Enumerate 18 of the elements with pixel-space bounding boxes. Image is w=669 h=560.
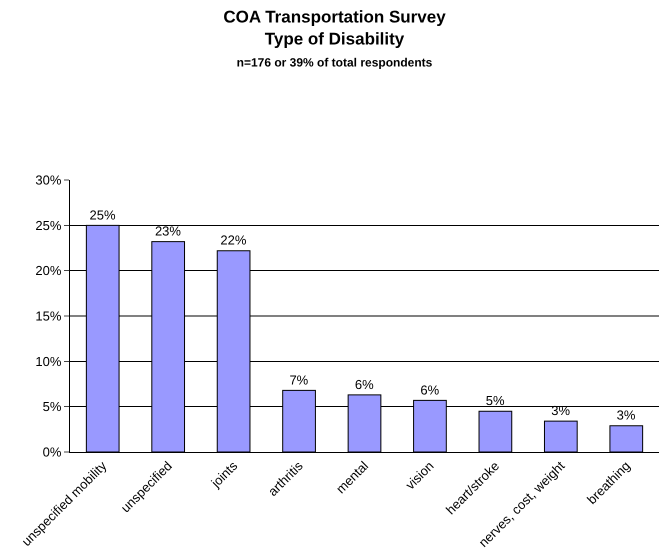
y-tick-label: 15% bbox=[35, 308, 62, 324]
y-tick-label: 5% bbox=[42, 399, 62, 414]
data-label: 5% bbox=[486, 393, 506, 408]
y-tick-label: 25% bbox=[35, 218, 62, 233]
chart-subtitle: Type of Disability bbox=[264, 30, 405, 48]
data-label: 25% bbox=[89, 207, 116, 222]
data-label: 3% bbox=[616, 408, 636, 423]
y-tick-label: 30% bbox=[35, 172, 62, 188]
data-label: 7% bbox=[289, 372, 309, 388]
data-label: 23% bbox=[154, 224, 182, 239]
data-label: 6% bbox=[354, 376, 374, 392]
y-tick-label: 20% bbox=[35, 263, 62, 278]
data-label: 22% bbox=[220, 232, 247, 248]
y-tick-label: 10% bbox=[35, 354, 62, 369]
data-label: 6% bbox=[420, 382, 440, 398]
chart-title: COA Transportation Survey bbox=[223, 7, 446, 26]
y-tick-label: 0% bbox=[42, 444, 62, 460]
text: n=176 or 39% of total respondents bbox=[236, 56, 433, 70]
